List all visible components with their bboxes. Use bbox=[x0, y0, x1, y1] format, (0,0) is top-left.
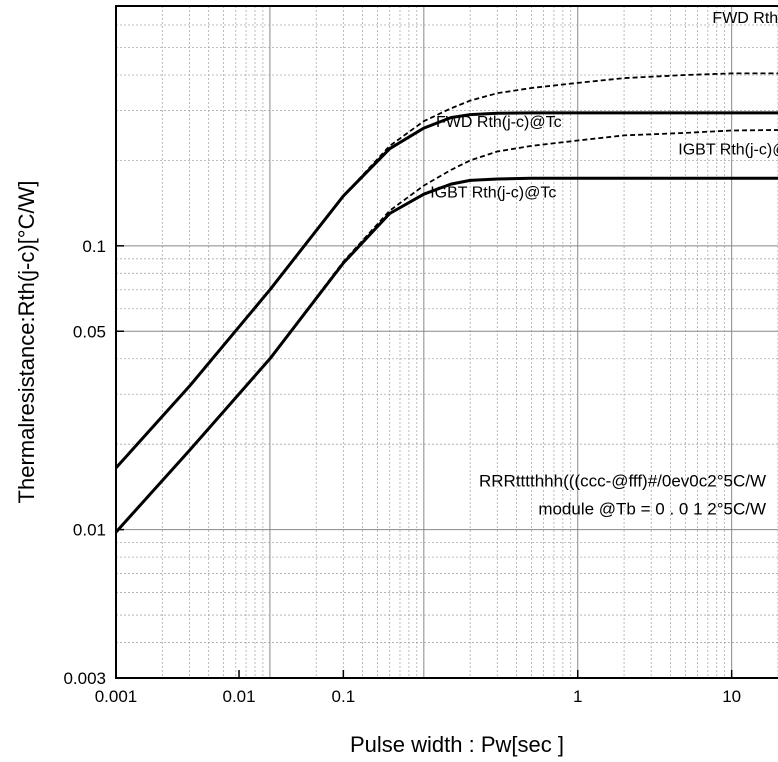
series-label: FWD Rth(j-c)@Tc bbox=[436, 114, 562, 131]
ticks: 0.001 0.01 0.1 1 10 0.003 0.01 0.05 0.1 bbox=[63, 237, 741, 706]
series-line bbox=[114, 111, 778, 469]
y-tick-label: 0.05 bbox=[73, 322, 106, 341]
series-labels: FWD Rth(j-c)@Tb FWD Rth(j-c)@Tc IGBT Rth(j… bbox=[430, 10, 778, 519]
y-tick-label: 0.003 bbox=[63, 669, 106, 688]
x-tick-label: 0.1 bbox=[332, 687, 356, 706]
grid bbox=[115, 6, 778, 678]
x-axis-label: Pulse width : Pw[sec ] bbox=[350, 732, 564, 757]
note-line-2: module @Tb = 0 . 0 1 2°5C/W bbox=[538, 500, 766, 519]
series-label: IGBT Rth(j-c)@Tc bbox=[430, 185, 556, 202]
note-line-1: RRRtttthhh(((ccc-@fff)#/0ev0c2°5C/W bbox=[479, 471, 766, 490]
y-tick-label: 0.1 bbox=[82, 237, 106, 256]
plot-frame bbox=[115, 5, 778, 679]
x-tick-label: 10 bbox=[722, 687, 741, 706]
x-tick-label: 0.001 bbox=[95, 687, 138, 706]
y-axis-label: Thermalresistance:Rth(j-c)[°C/W] bbox=[14, 181, 39, 504]
x-tick-label: 1 bbox=[573, 687, 582, 706]
series-label: FWD Rth(j-c)@Tb bbox=[712, 10, 778, 27]
series-line bbox=[114, 176, 778, 534]
x-tick-label: 0.01 bbox=[222, 687, 255, 706]
series-label: IGBT Rth(j-c)@Tb bbox=[678, 141, 778, 158]
y-tick-label: 0.01 bbox=[73, 521, 106, 540]
curves bbox=[114, 72, 778, 534]
